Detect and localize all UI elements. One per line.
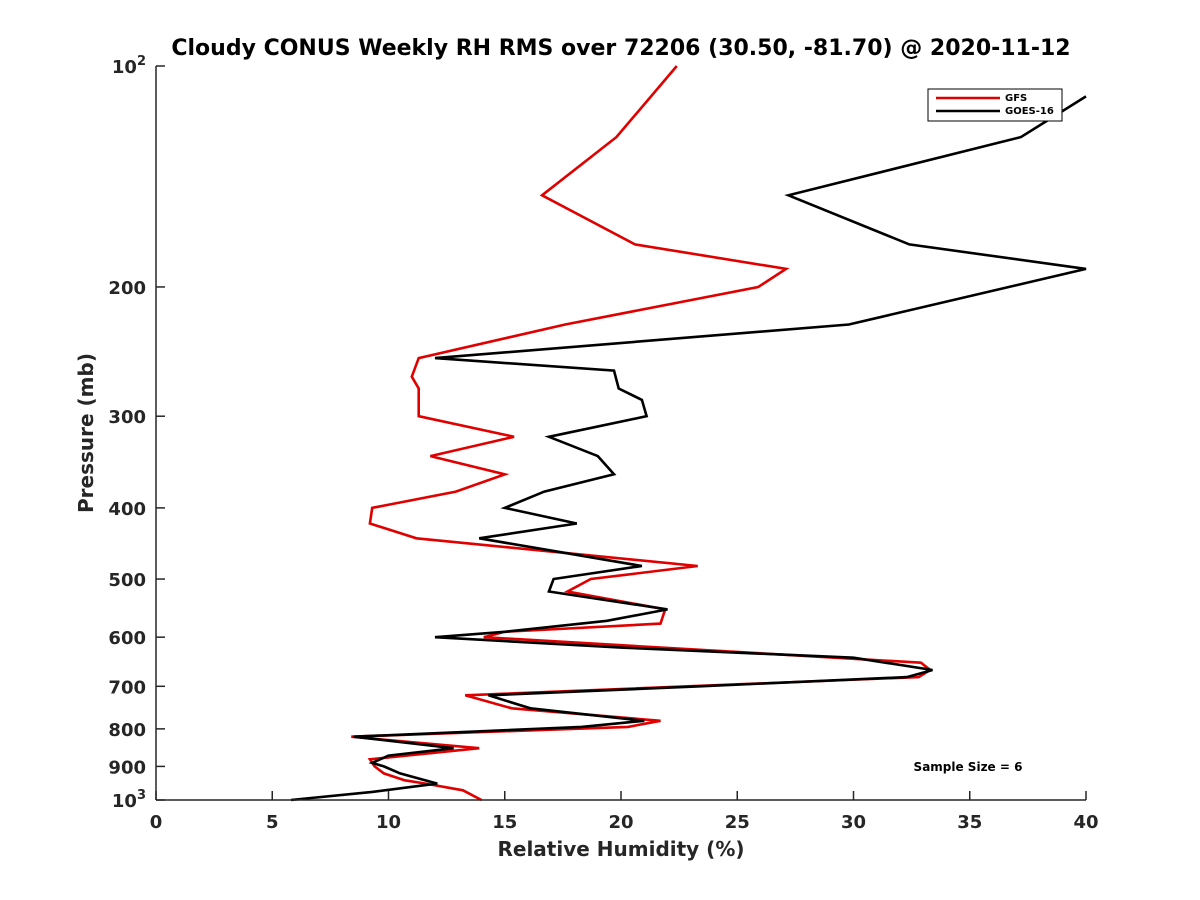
y-tick-label: 800 — [108, 720, 146, 741]
y-tick-label: 900 — [108, 757, 146, 778]
y-tick-label: 500 — [108, 570, 146, 591]
x-axis-ticks: 0 5 10 15 20 25 30 35 40 — [150, 791, 1099, 833]
y-tick-label: 103 — [112, 788, 146, 812]
x-tick-label: 15 — [492, 812, 517, 833]
series-line-goes16 — [290, 95, 1087, 802]
x-tick-label: 5 — [266, 812, 279, 833]
x-tick-label: 10 — [376, 812, 401, 833]
y-tick-label: 102 — [112, 54, 146, 78]
x-tick-label: 40 — [1073, 812, 1098, 833]
series-line-gfs — [351, 65, 933, 802]
legend: GFS GOES-16 — [927, 88, 1063, 122]
y-tick-label: 300 — [108, 407, 146, 428]
series-layer — [290, 65, 1087, 802]
chart-title: Cloudy CONUS Weekly RH RMS over 72206 (3… — [171, 36, 1070, 61]
legend-label-gfs: GFS — [1005, 93, 1027, 104]
x-tick-label: 35 — [957, 812, 982, 833]
y-tick-label: 200 — [108, 278, 146, 299]
legend-label-goes16: GOES-16 — [1005, 106, 1054, 117]
x-tick-label: 25 — [725, 812, 750, 833]
y-axis-ticks: 102 200 300 400 500 600 700 800 900 103 — [108, 54, 165, 812]
x-tick-label: 20 — [608, 812, 633, 833]
sample-size-annotation: Sample Size = 6 — [914, 760, 1023, 774]
y-tick-label: 400 — [108, 499, 146, 520]
x-tick-label: 30 — [841, 812, 866, 833]
x-axis-label: Relative Humidity (%) — [497, 837, 744, 861]
y-tick-label: 600 — [108, 628, 146, 649]
legend-box — [927, 88, 1063, 122]
y-tick-label: 700 — [108, 677, 146, 698]
y-axis-label: Pressure (mb) — [74, 353, 98, 513]
x-tick-label: 0 — [150, 812, 163, 833]
